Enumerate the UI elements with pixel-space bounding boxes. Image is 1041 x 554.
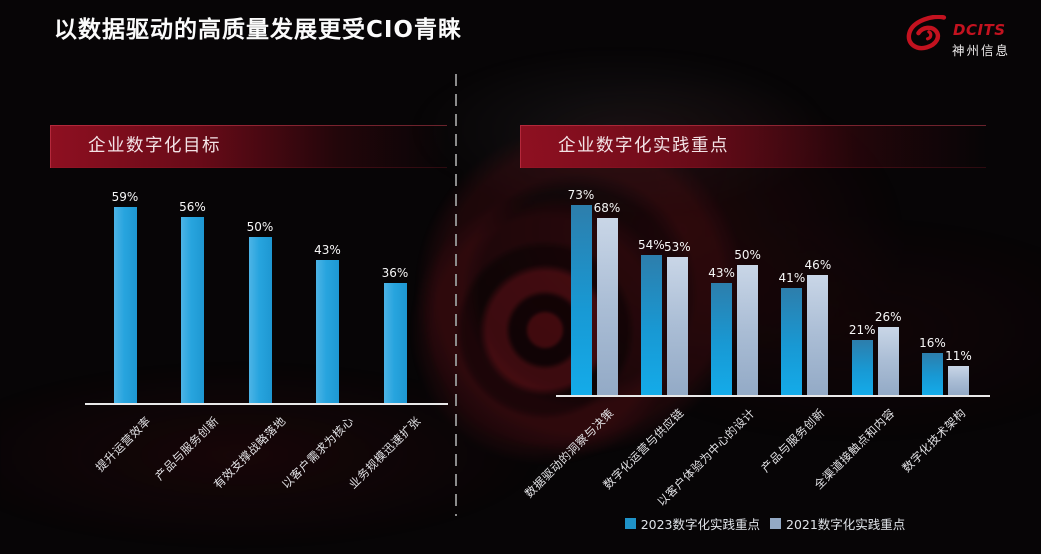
bar [596,218,618,395]
bar [948,366,969,395]
bar-value-label: 73% [567,188,595,203]
left-chart-title: 企业数字化目标 [88,136,221,156]
legend-label: 2021数字化实践重点 [786,517,906,532]
bar-value-label: 53% [663,240,691,255]
logo-brand-text: DCITS [953,21,1006,39]
legend-swatch-icon [770,518,781,529]
bar-value-label: 26% [874,310,902,325]
page-title: 以数据驱动的高质量发展更受CIO青睐 [54,17,462,43]
x-axis-label: 有效支撑战略落地 [210,413,289,492]
bar-value-label: 46% [804,258,832,273]
chart-legend: 2023数字化实践重点 2021数字化实践重点 [548,514,982,533]
right-chart-header: 企业数字化实践重点 [520,125,986,168]
bar-value-label: 41% [778,271,806,286]
x-axis [556,395,990,397]
legend-item: 2021数字化实践重点 [770,514,905,533]
bar [666,257,688,395]
bar-value-label: 50% [246,220,274,234]
bar-value-label: 56% [179,200,206,215]
bar-value-label: 11% [945,349,972,364]
bar-value-label: 43% [708,266,735,281]
x-axis-label: 业务规模迅速扩张 [345,413,424,492]
bar-value-label: 59% [111,190,139,205]
x-axis-label: 提升运营效率 [92,413,154,475]
bar [851,340,873,395]
left-chart-header: 企业数字化目标 [50,125,447,168]
bar-value-label: 50% [734,248,761,262]
bar [922,353,943,395]
x-axis-label: 以客户需求为核心 [278,413,357,492]
logo-company-text: 神州信息 [952,43,1011,58]
legend-label: 2023数字化实践重点 [640,517,760,532]
bar-value-label: 43% [314,243,341,258]
section-divider [455,74,457,516]
bar-value-label: 16% [919,336,946,351]
bar [877,327,899,395]
goals-bar-chart: 59% 提升运营效率 56% 产品与服务创新 50% 有效支撑战略落地 43% 以客户需求为核… [85,190,448,491]
bar [248,237,272,403]
bar [737,265,759,395]
bar [570,205,592,395]
bar-value-label: 36% [381,266,409,281]
bar [113,207,137,403]
bar [711,283,733,395]
bar-value-label: 68% [593,201,621,216]
legend-item: 2023数字化实践重点 [624,514,760,533]
bar [781,288,803,395]
bar [807,275,829,395]
bar [316,260,339,403]
bar [181,217,204,403]
logo: DCITS 神州信息 [903,10,1023,60]
bar [383,283,407,403]
right-chart-title: 企业数字化实践重点 [558,136,729,156]
practice-bar-chart: 73% 68% 数据驱动的洞察与决策 54% 53% 数字化运营与供应链 43% 50% 以客户… [522,186,990,509]
x-axis [85,403,448,405]
bar-value-label: 21% [848,323,876,338]
bar-value-label: 54% [637,237,665,252]
dcits-swirl-icon [906,15,947,51]
bar [640,254,662,395]
legend-swatch-icon [624,518,636,529]
x-axis-label: 产品与服务创新 [151,413,222,484]
